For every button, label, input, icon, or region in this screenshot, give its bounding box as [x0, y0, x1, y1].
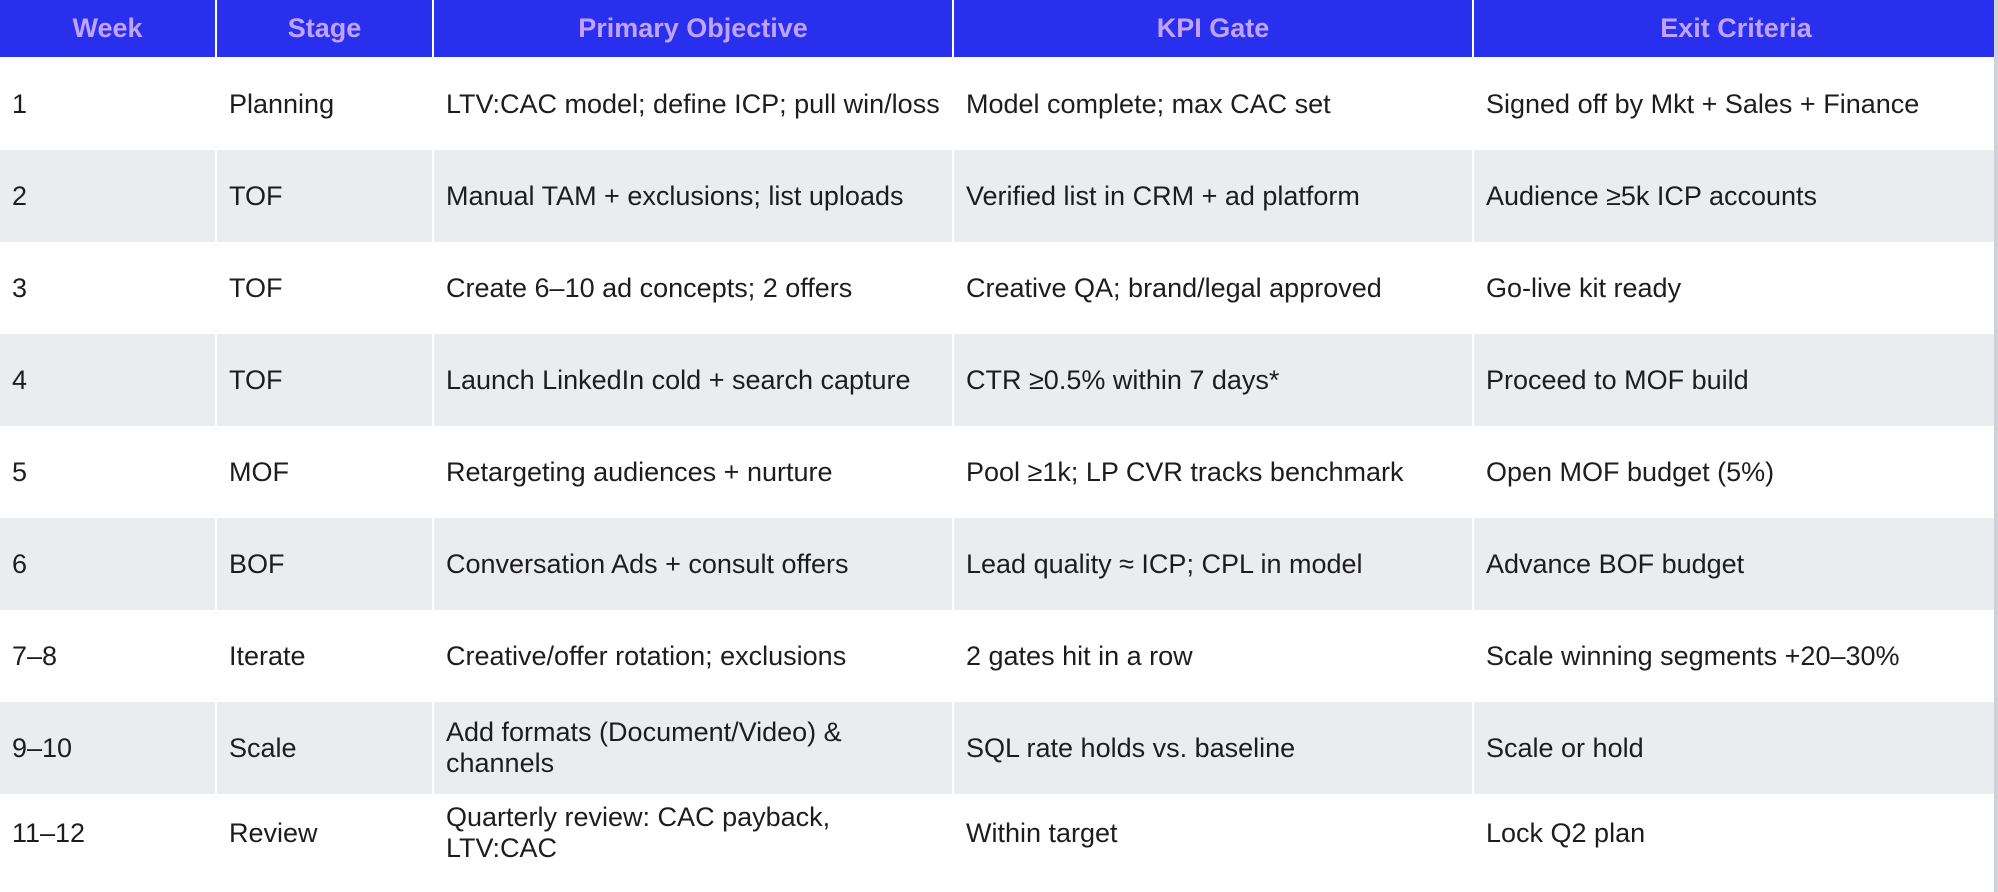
table-header-row: Week Stage Primary Objective KPI Gate Ex… — [0, 0, 1998, 59]
cell-week: 9–10 — [12, 732, 73, 763]
right-edge-divider — [1994, 0, 1998, 892]
cell-kpi-gate: Verified list in CRM + ad platform — [952, 150, 1473, 242]
table-row: 6 BOF Conversation Ads + consult offers … — [0, 518, 1998, 610]
cell-exit-criteria: Proceed to MOF build — [1472, 334, 1998, 426]
header-week: Week — [0, 0, 216, 59]
cell-stage: TOF — [215, 242, 433, 334]
cell-stage: MOF — [215, 426, 433, 518]
cell-stage: BOF — [215, 518, 433, 610]
cell-stage: Iterate — [215, 610, 433, 702]
cell-exit-criteria: Signed off by Mkt + Sales + Finance — [1472, 58, 1998, 150]
cell-primary-objective: LTV:CAC model; define ICP; pull win/loss — [432, 58, 953, 150]
cell-stage: Scale — [215, 702, 433, 794]
cell-kpi-gate: 2 gates hit in a row — [952, 610, 1473, 702]
header-stage: Stage — [215, 0, 433, 59]
cell-exit-criteria: Audience ≥5k ICP accounts — [1472, 150, 1998, 242]
cell-week: 11–12 — [12, 817, 86, 848]
cell-exit-criteria: Open MOF budget (5%) — [1472, 426, 1998, 518]
table-row: 4 TOF Launch LinkedIn cold + search capt… — [0, 334, 1998, 426]
cell-stage: Planning — [215, 58, 433, 150]
cell-primary-objective: Conversation Ads + consult offers — [432, 518, 953, 610]
cell-week: 3 — [12, 272, 28, 303]
header-exit-criteria: Exit Criteria — [1472, 0, 1998, 59]
table-row: 5 MOF Retargeting audiences + nurture Po… — [0, 426, 1998, 518]
table-row: 2 TOF Manual TAM + exclusions; list uplo… — [0, 150, 1998, 242]
table-row: 9–10 Scale Add formats (Document/Video) … — [0, 702, 1998, 794]
cell-primary-objective: Create 6–10 ad concepts; 2 offers — [432, 242, 953, 334]
cell-primary-objective: Creative/offer rotation; exclusions — [432, 610, 953, 702]
cell-exit-criteria: Scale or hold — [1472, 702, 1998, 794]
cell-stage: Review — [215, 794, 433, 872]
plan-table: Week Stage Primary Objective KPI Gate Ex… — [0, 0, 1998, 872]
cell-week: 2 — [12, 180, 28, 211]
cell-exit-criteria: Lock Q2 plan — [1472, 794, 1998, 872]
cell-exit-criteria: Scale winning segments +20–30% — [1472, 610, 1998, 702]
cell-kpi-gate: CTR ≥0.5% within 7 days* — [952, 334, 1473, 426]
cell-kpi-gate: Creative QA; brand/legal approved — [952, 242, 1473, 334]
cell-week: 5 — [12, 456, 28, 487]
cell-exit-criteria: Go-live kit ready — [1472, 242, 1998, 334]
header-primary-objective: Primary Objective — [432, 0, 953, 59]
cell-primary-objective: Manual TAM + exclusions; list uploads — [432, 150, 953, 242]
cell-stage: TOF — [215, 334, 433, 426]
cell-kpi-gate: Lead quality ≈ ICP; CPL in model — [952, 518, 1473, 610]
cell-kpi-gate: SQL rate holds vs. baseline — [952, 702, 1473, 794]
cell-week: 6 — [12, 548, 28, 579]
table-row: 3 TOF Create 6–10 ad concepts; 2 offers … — [0, 242, 1998, 334]
table-row: 1 Planning LTV:CAC model; define ICP; pu… — [0, 58, 1998, 150]
cell-stage: TOF — [215, 150, 433, 242]
cell-primary-objective: Launch LinkedIn cold + search capture — [432, 334, 953, 426]
cell-week: 7–8 — [12, 640, 58, 671]
cell-kpi-gate: Within target — [952, 794, 1473, 872]
cell-kpi-gate: Pool ≥1k; LP CVR tracks benchmark — [952, 426, 1473, 518]
cell-week: 1 — [12, 89, 28, 119]
table-row: 7–8 Iterate Creative/offer rotation; exc… — [0, 610, 1998, 702]
table-row: 11–12 Review Quarterly review: CAC payba… — [0, 794, 1998, 872]
cell-kpi-gate: Model complete; max CAC set — [952, 58, 1473, 150]
cell-primary-objective: Retargeting audiences + nurture — [432, 426, 953, 518]
cell-week: 4 — [12, 364, 28, 395]
header-kpi-gate: KPI Gate — [952, 0, 1473, 59]
cell-exit-criteria: Advance BOF budget — [1472, 518, 1998, 610]
cell-primary-objective: Quarterly review: CAC payback, LTV:CAC — [432, 794, 953, 872]
cell-primary-objective: Add formats (Document/Video) & channels — [432, 702, 953, 794]
